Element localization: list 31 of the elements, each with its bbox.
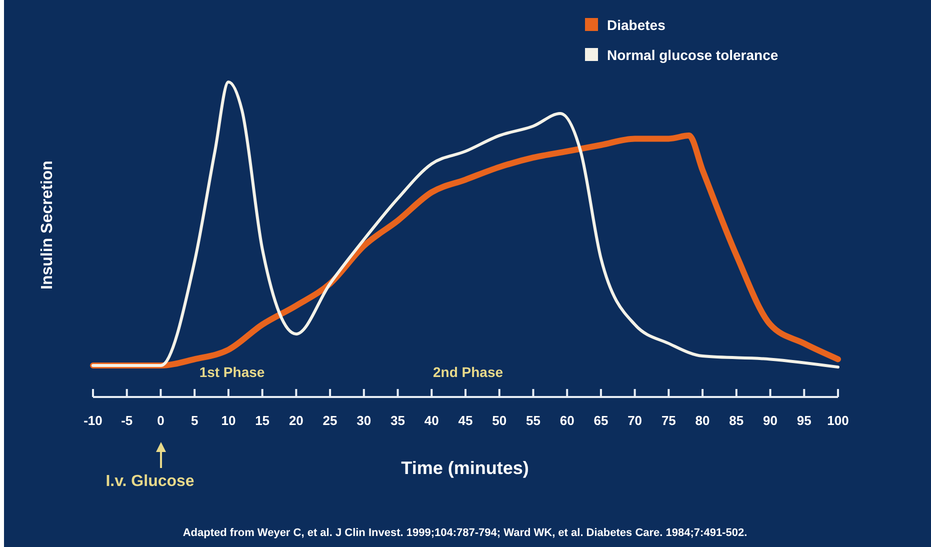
x-tick-label: 90 xyxy=(763,413,778,428)
x-tick-label: 60 xyxy=(560,413,574,428)
x-tick-label: 80 xyxy=(695,413,710,428)
text: Adapted from Weyer C, et al. J Clin Invest. 1999;104:787-794; Ward WK, et al. Diabetes Care. 1984;7:491-502. xyxy=(182,527,748,539)
x-tick-label: -5 xyxy=(121,413,133,428)
text: I.v. Glucose xyxy=(106,473,194,490)
x-tick-label: 45 xyxy=(458,413,473,428)
x-tick-label: 35 xyxy=(390,413,406,428)
y-axis-title: Insulin Secretion xyxy=(39,160,56,290)
x-tick-label: 75 xyxy=(661,413,676,428)
x-tick-label: 50 xyxy=(492,413,507,428)
x-axis-title: Time (minutes) xyxy=(401,458,529,478)
legend-label: Diabetes xyxy=(607,17,666,33)
x-tick-label: 0 xyxy=(157,413,164,428)
x-tick-label: 40 xyxy=(424,413,439,428)
annotation: 2nd Phase xyxy=(432,364,504,380)
x-tick-label: 20 xyxy=(288,413,304,428)
x-tick-label: -10 xyxy=(84,413,102,428)
x-tick-label: 30 xyxy=(356,413,372,428)
x-tick-label: 85 xyxy=(729,413,744,428)
x-tick-label: 55 xyxy=(526,413,540,428)
x-tick-label: 25 xyxy=(322,413,338,428)
legend-label: Normal glucose tolerance xyxy=(607,47,778,63)
x-tick-label: 95 xyxy=(796,413,812,428)
x-tick-label: 5 xyxy=(190,413,198,428)
x-tick-label: 65 xyxy=(594,413,608,428)
x-tick-label: 70 xyxy=(628,413,642,428)
annotation: 1st Phase xyxy=(199,364,265,380)
x-tick-label: 10 xyxy=(221,413,236,428)
x-tick-label: 100 xyxy=(827,413,849,428)
x-tick-label: 15 xyxy=(255,413,270,428)
